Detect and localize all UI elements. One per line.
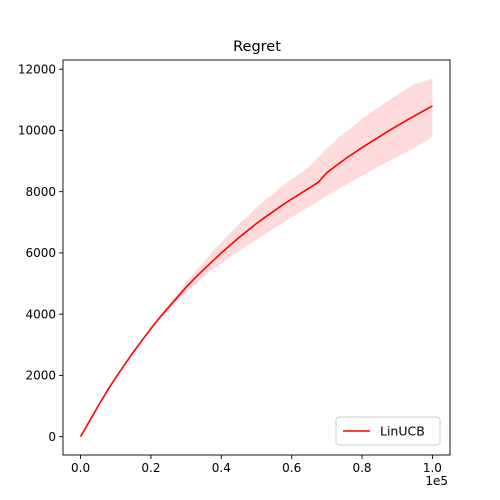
legend: LinUCB (335, 416, 441, 446)
x-axis-exponent-label: 1e5 (425, 474, 448, 488)
legend-box (335, 416, 441, 446)
chart-title: Regret (233, 39, 281, 55)
series-line-0 (79, 105, 433, 438)
confidence-band-0 (80, 78, 433, 437)
x-tick-label: 0.8 (352, 461, 371, 475)
x-tick-label: 0.2 (141, 461, 160, 475)
axes-frame (62, 59, 451, 456)
y-tick-label: 4000 (25, 307, 56, 321)
y-tick-label: 2000 (25, 369, 56, 383)
axes: 0.0 0.2 0.4 0.6 0.8 1.0 0 2000 4000 6000 8000 10000… (18, 59, 451, 475)
y-tick-label: 6000 (25, 246, 56, 260)
y-tick-label: 10000 (18, 124, 56, 138)
y-tick-label: 8000 (25, 185, 56, 199)
legend-label: LinUCB (380, 424, 425, 439)
x-tick-label: 0.6 (282, 461, 301, 475)
plot-area (79, 78, 433, 438)
x-tick-label: 0.0 (71, 461, 90, 475)
x-tick-label: 0.4 (212, 461, 231, 475)
x-tick-label: 1.0 (423, 461, 442, 475)
y-tick-label: 12000 (18, 62, 56, 76)
y-tick-label: 0 (48, 430, 56, 444)
